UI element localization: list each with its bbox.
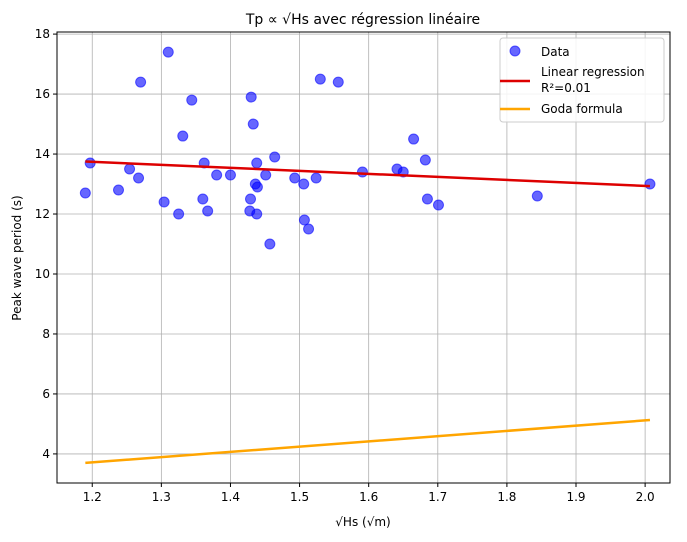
tick-labels: 1.2 1.3 1.4 1.5 1.6 1.7 1.8 1.9 2.0 4 6 8 10 12 14 16 18 xyxy=(35,27,655,504)
x-tick-label: 1.7 xyxy=(428,490,447,504)
data-point xyxy=(260,169,272,181)
data-point xyxy=(133,172,145,184)
data-point xyxy=(211,169,223,181)
x-tick-label: 1.3 xyxy=(152,490,171,504)
data-point xyxy=(332,76,344,88)
x-tick-label: 2.0 xyxy=(636,490,655,504)
data-point xyxy=(162,46,174,58)
data-point xyxy=(124,163,136,175)
series-lines xyxy=(85,160,651,465)
data-point xyxy=(247,118,259,130)
data-point xyxy=(197,193,209,205)
x-tick-label: 1.9 xyxy=(566,490,585,504)
data-point xyxy=(298,214,310,226)
data-point xyxy=(158,196,170,208)
data-point xyxy=(269,151,281,163)
x-axis-label: √Hs (√m) xyxy=(335,515,390,529)
data-point xyxy=(251,157,263,169)
y-tick-label: 14 xyxy=(35,147,50,161)
grid xyxy=(57,32,670,483)
data-point xyxy=(264,238,276,250)
goda-line xyxy=(85,418,651,465)
data-point xyxy=(289,172,301,184)
data-point xyxy=(245,91,257,103)
data-point xyxy=(298,178,310,190)
data-point xyxy=(419,154,431,166)
data-points xyxy=(79,46,656,250)
x-tick-label: 1.8 xyxy=(497,490,516,504)
data-point xyxy=(644,178,656,190)
data-point xyxy=(113,184,125,196)
data-point xyxy=(173,208,185,220)
data-point xyxy=(531,190,543,202)
x-tick-label: 1.5 xyxy=(290,490,309,504)
data-point xyxy=(251,181,263,193)
x-tick-label: 1.2 xyxy=(83,490,102,504)
data-point xyxy=(186,94,198,106)
y-axis-label: Peak wave period (s) xyxy=(10,195,24,320)
legend-marker-data xyxy=(509,45,521,57)
data-point xyxy=(432,199,444,211)
y-tick-label: 6 xyxy=(42,387,50,401)
legend-label-data: Data xyxy=(541,45,570,59)
plot-frame xyxy=(56,31,671,484)
chart-title: Tp ∝ √Hs avec régression linéaire xyxy=(245,12,480,28)
regression-line xyxy=(85,160,651,188)
data-point xyxy=(224,169,236,181)
data-point xyxy=(303,223,315,235)
y-tick-label: 8 xyxy=(42,327,50,341)
data-point xyxy=(421,193,433,205)
data-point xyxy=(177,130,189,142)
y-tick-label: 12 xyxy=(35,207,50,221)
legend: Data Linear regression R²=0.01 Goda form… xyxy=(499,37,665,123)
data-point xyxy=(408,133,420,145)
legend-label-goda: Goda formula xyxy=(541,102,623,116)
data-point xyxy=(202,205,214,217)
y-tick-label: 18 xyxy=(35,27,50,41)
legend-label-regression-1: Linear regression xyxy=(541,65,645,79)
data-point xyxy=(245,193,257,205)
data-point xyxy=(310,172,322,184)
data-point xyxy=(135,76,147,88)
x-tick-label: 1.4 xyxy=(221,490,240,504)
y-tick-label: 16 xyxy=(35,87,50,101)
data-point xyxy=(314,73,326,85)
y-tick-label: 4 xyxy=(42,447,50,461)
data-point xyxy=(251,208,263,220)
legend-label-regression-2: R²=0.01 xyxy=(541,81,591,95)
data-point xyxy=(79,187,91,199)
x-tick-label: 1.6 xyxy=(359,490,378,504)
y-tick-label: 10 xyxy=(35,267,50,281)
data-point xyxy=(356,166,368,178)
